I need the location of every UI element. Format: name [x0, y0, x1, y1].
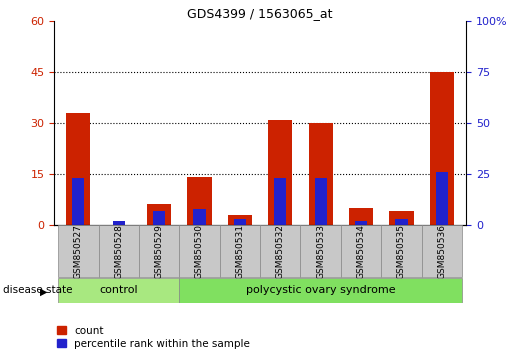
- Text: GSM850534: GSM850534: [356, 224, 366, 279]
- Bar: [228, 215, 252, 225]
- Text: control: control: [99, 285, 138, 295]
- Bar: [66, 113, 91, 225]
- Bar: [179, 278, 462, 303]
- Bar: [436, 172, 448, 225]
- Title: GDS4399 / 1563065_at: GDS4399 / 1563065_at: [187, 7, 333, 20]
- Bar: [268, 120, 293, 225]
- Bar: [58, 278, 179, 303]
- Bar: [389, 211, 414, 225]
- Text: polycystic ovary syndrome: polycystic ovary syndrome: [246, 285, 396, 295]
- Bar: [187, 177, 212, 225]
- Bar: [179, 225, 220, 278]
- Bar: [153, 211, 165, 225]
- Bar: [300, 225, 341, 278]
- Text: GSM850530: GSM850530: [195, 224, 204, 279]
- Bar: [308, 123, 333, 225]
- Bar: [315, 178, 327, 225]
- Bar: [147, 205, 171, 225]
- Bar: [355, 221, 367, 225]
- Bar: [58, 225, 98, 278]
- Text: GSM850535: GSM850535: [397, 224, 406, 279]
- Bar: [139, 225, 179, 278]
- Text: GSM850536: GSM850536: [437, 224, 447, 279]
- Bar: [349, 208, 373, 225]
- Text: GSM850531: GSM850531: [235, 224, 245, 279]
- Bar: [381, 225, 422, 278]
- Text: disease state: disease state: [3, 285, 72, 295]
- Bar: [430, 72, 454, 225]
- Bar: [234, 219, 246, 225]
- Bar: [220, 225, 260, 278]
- Text: GSM850527: GSM850527: [74, 224, 83, 279]
- Bar: [98, 225, 139, 278]
- Text: GSM850528: GSM850528: [114, 224, 123, 279]
- Bar: [274, 178, 286, 225]
- Text: GSM850532: GSM850532: [276, 224, 285, 279]
- Text: GSM850529: GSM850529: [154, 224, 164, 279]
- Bar: [194, 209, 205, 225]
- Bar: [422, 225, 462, 278]
- Bar: [396, 219, 407, 225]
- Bar: [72, 178, 84, 225]
- Text: GSM850533: GSM850533: [316, 224, 325, 279]
- Bar: [260, 225, 300, 278]
- Bar: [113, 221, 125, 225]
- Text: ▶: ▶: [40, 287, 47, 297]
- Bar: [341, 225, 381, 278]
- Legend: count, percentile rank within the sample: count, percentile rank within the sample: [57, 326, 250, 349]
